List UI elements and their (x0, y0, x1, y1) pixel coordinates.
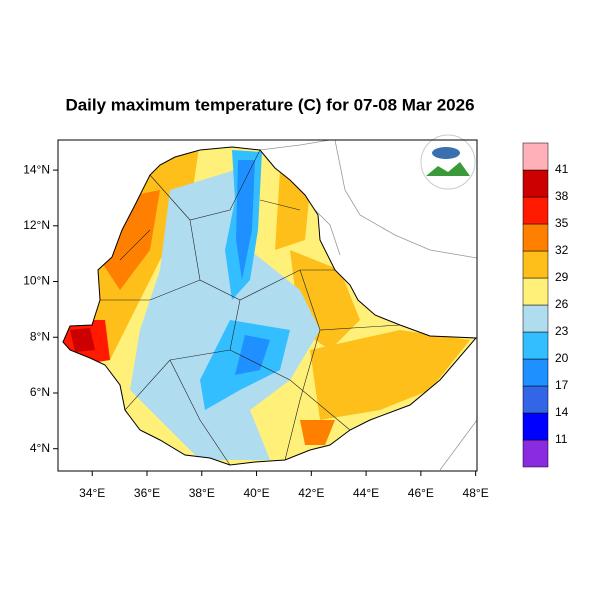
colorbar-box (522, 304, 549, 333)
colorbar-label: 23 (555, 324, 569, 338)
x-tick-label: 36°E (134, 486, 160, 500)
colorbar-label: 29 (555, 270, 569, 284)
neighbor-borders (259, 140, 477, 471)
colorbar-box (522, 358, 549, 387)
x-tick-label: 42°E (298, 486, 324, 500)
colorbar-box (522, 412, 549, 441)
y-tick-label: 6°N (30, 385, 50, 399)
y-tick-label: 8°N (30, 329, 50, 343)
y-tick-label: 4°N (30, 441, 50, 455)
colorbar-box (522, 250, 549, 279)
map-title: Daily maximum temperature (C) for 07-08 … (65, 95, 474, 114)
y-tick-label: 14°N (23, 162, 50, 176)
colorbar-label: 26 (555, 297, 569, 311)
colorbar-box (522, 385, 549, 414)
colorbar-box (522, 196, 549, 225)
logo (420, 134, 476, 190)
temperature-field (63, 147, 476, 465)
x-tick-label: 34°E (79, 486, 105, 500)
y-tick-label: 12°N (23, 218, 50, 232)
x-tick-label: 48°E (463, 486, 489, 500)
colorbar-box (522, 331, 549, 360)
colorbar-label: 38 (555, 189, 569, 203)
x-tick-label: 46°E (408, 486, 434, 500)
y-tick-label: 10°N (23, 274, 50, 288)
colorbar-label: 20 (555, 351, 569, 365)
colorbar-label: 41 (555, 162, 569, 176)
colorbar-box (522, 142, 549, 171)
x-tick-label: 44°E (353, 486, 379, 500)
colorbar-label: 35 (555, 216, 569, 230)
country-outline (62, 146, 478, 466)
colorbar-label: 14 (555, 405, 569, 419)
colorbar-box (522, 277, 549, 306)
plot-frame (57, 139, 478, 472)
colorbar-label: 17 (555, 378, 569, 392)
colorbar-box (522, 223, 549, 252)
colorbar-box (522, 439, 549, 468)
x-tick-label: 40°E (243, 486, 269, 500)
plot-area (57, 134, 478, 472)
colorbar-label: 11 (555, 432, 568, 446)
colorbar-label: 32 (555, 243, 569, 257)
x-tick-label: 38°E (189, 486, 215, 500)
admin-borders (100, 149, 401, 465)
colorbar-box (522, 169, 549, 198)
